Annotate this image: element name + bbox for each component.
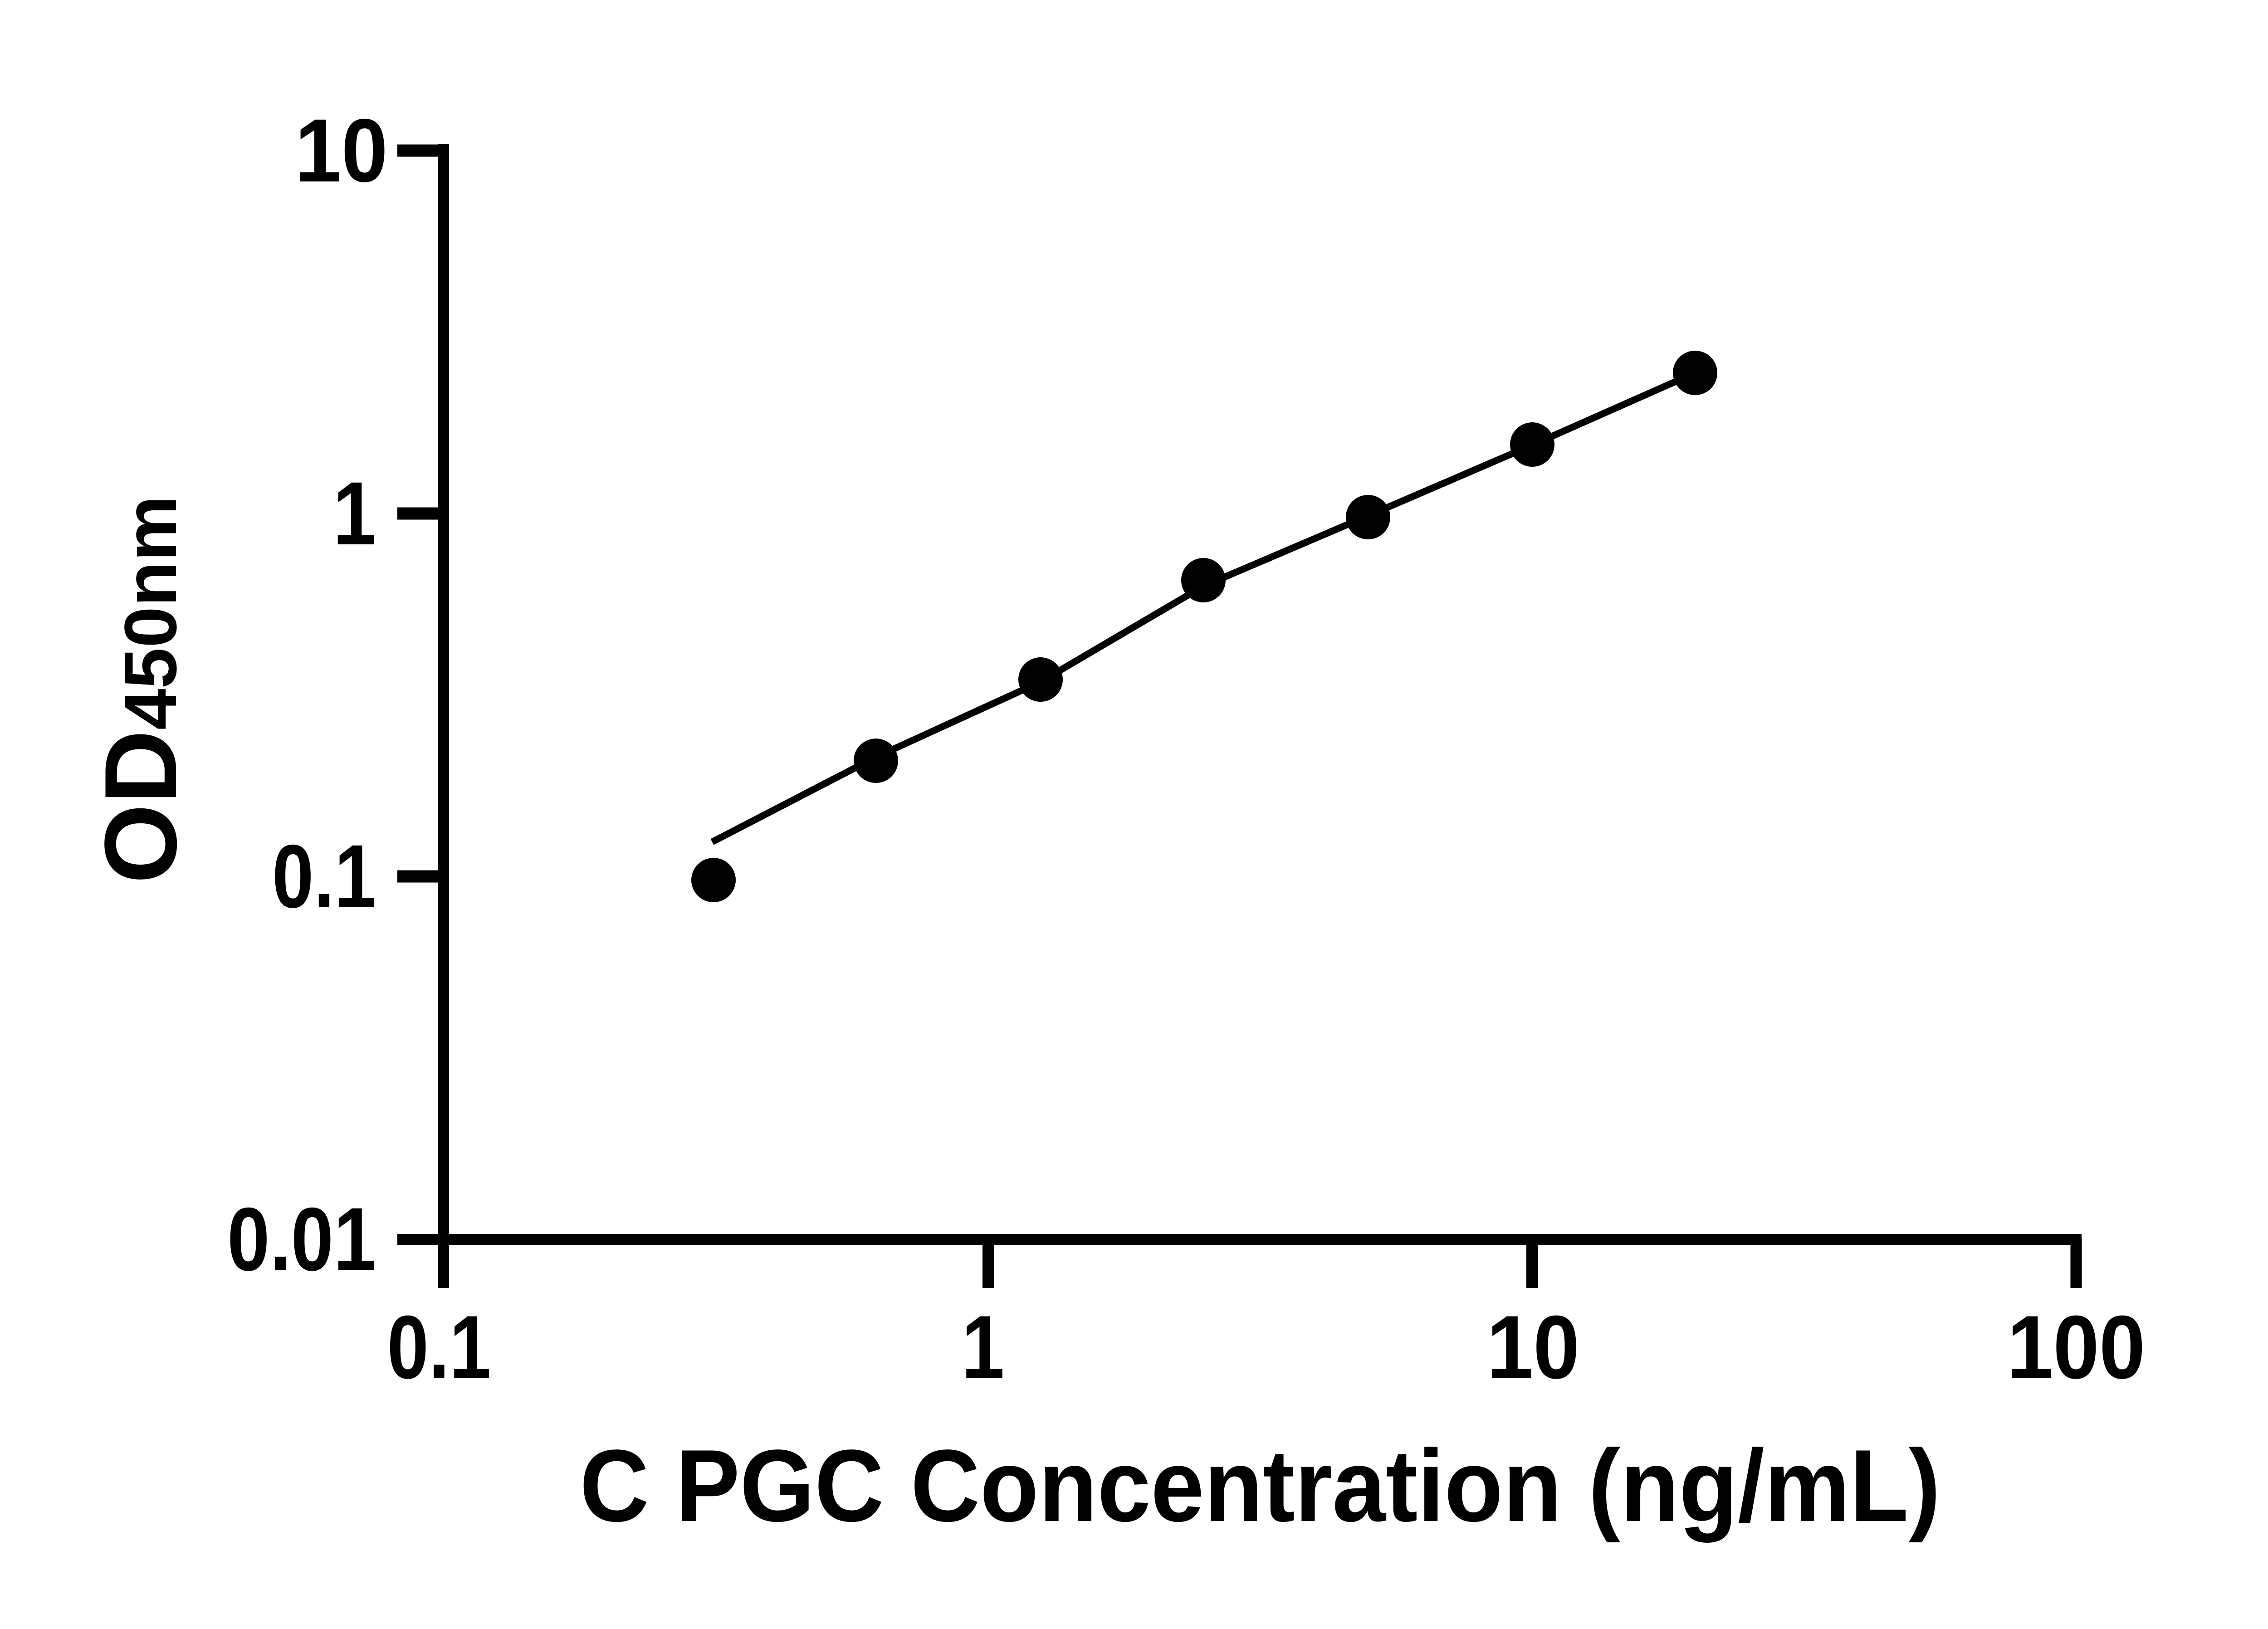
svg-text:1: 1 (333, 463, 376, 563)
svg-text:10: 10 (1487, 1297, 1580, 1397)
svg-text:0.1: 0.1 (272, 826, 376, 926)
svg-text:C PGC Concentration (ng/mL): C PGC Concentration (ng/mL) (580, 1428, 1941, 1543)
svg-text:10: 10 (295, 100, 388, 201)
svg-text:0.01: 0.01 (227, 1189, 376, 1289)
svg-text:0.1: 0.1 (387, 1297, 491, 1397)
svg-text:100: 100 (2007, 1297, 2146, 1397)
svg-text:1: 1 (962, 1297, 1005, 1397)
